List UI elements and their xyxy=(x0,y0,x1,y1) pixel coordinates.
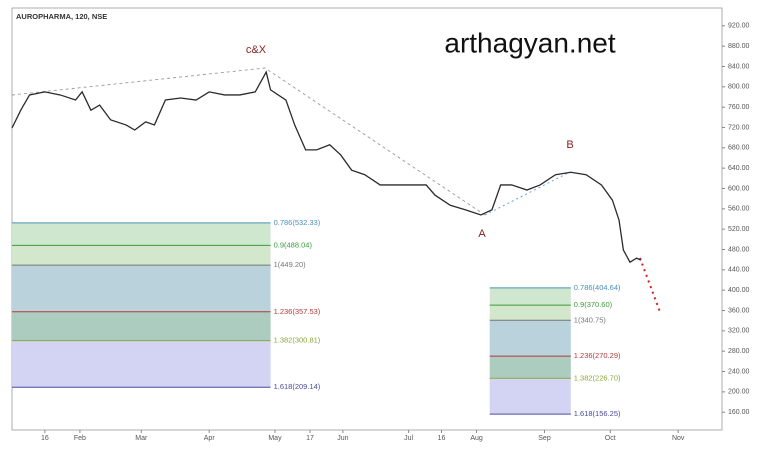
y-tick-label: 560.00 xyxy=(728,206,750,213)
fib-label: 0.786(404.64) xyxy=(574,283,621,292)
fib-label: 1.382(226.70) xyxy=(574,373,621,382)
y-tick-label: 720.00 xyxy=(728,124,750,131)
fib-label: 0.9(488.04) xyxy=(274,240,313,249)
x-tick-label: Nov xyxy=(672,435,685,442)
fib-label: 1.618(209.14) xyxy=(274,382,321,391)
fib-band xyxy=(489,378,571,415)
y-tick-label: 680.00 xyxy=(728,145,750,152)
x-tick-label: Aug xyxy=(470,435,483,442)
chart-title: AUROPHARMA, 120, NSE xyxy=(16,12,107,21)
fib-label: 1.382(300.81) xyxy=(274,336,321,345)
x-tick-label: Apr xyxy=(204,435,216,442)
fib-band xyxy=(12,222,271,246)
x-tick-label: Jun xyxy=(337,435,348,442)
watermark: arthagyan.net xyxy=(444,27,615,58)
fib-label: 0.786(532.33) xyxy=(274,218,321,227)
x-tick-label: 17 xyxy=(306,435,314,442)
y-tick-label: 840.00 xyxy=(728,63,750,70)
y-tick-label: 880.00 xyxy=(728,43,750,50)
price-line xyxy=(11,70,642,264)
y-tick-label: 200.00 xyxy=(728,389,750,396)
fib-label: 1.236(357.53) xyxy=(274,307,321,316)
x-tick-label: Oct xyxy=(605,435,616,442)
x-tick-label: Mar xyxy=(135,435,148,442)
fib-label: 1.618(156.25) xyxy=(574,409,621,418)
fib-band xyxy=(12,245,271,266)
x-tick-label: 16 xyxy=(41,435,49,442)
y-tick-label: 600.00 xyxy=(728,185,750,192)
y-tick-label: 920.00 xyxy=(728,23,750,30)
wave-line xyxy=(11,67,486,216)
fib-label: 0.9(370.60) xyxy=(574,300,613,309)
fib-band xyxy=(489,287,571,306)
y-tick-label: 520.00 xyxy=(728,226,750,233)
fib-label: 1.236(270.29) xyxy=(574,351,621,360)
y-tick-label: 760.00 xyxy=(728,104,750,111)
fib-band xyxy=(489,305,571,321)
y-tick-label: 480.00 xyxy=(728,246,750,253)
y-tick-label: 280.00 xyxy=(728,348,750,355)
x-tick-label: 16 xyxy=(438,435,446,442)
y-tick-label: 640.00 xyxy=(728,165,750,172)
annotation: c&X xyxy=(246,44,267,56)
y-tick-label: 240.00 xyxy=(728,368,750,375)
fib-band xyxy=(489,320,571,357)
y-tick-label: 160.00 xyxy=(728,409,750,416)
y-tick-label: 360.00 xyxy=(728,307,750,314)
fib-label: 1(449.20) xyxy=(274,260,307,269)
annotation: A xyxy=(478,228,486,240)
x-tick-label: May xyxy=(268,435,282,442)
fib-band xyxy=(489,356,571,379)
wave-line xyxy=(484,171,571,216)
y-tick-label: 320.00 xyxy=(728,328,750,335)
x-tick-label: Feb xyxy=(74,435,86,442)
fib-band xyxy=(12,311,271,341)
fib-band xyxy=(12,265,271,312)
y-tick-label: 400.00 xyxy=(728,287,750,294)
x-tick-label: Sep xyxy=(538,435,551,442)
x-tick-label: Jul xyxy=(404,435,413,442)
y-tick-label: 440.00 xyxy=(728,267,750,274)
fib-band xyxy=(12,340,271,388)
fib-label: 1(340.75) xyxy=(574,315,607,324)
annotation: B xyxy=(566,139,573,151)
y-tick-label: 800.00 xyxy=(728,84,750,91)
